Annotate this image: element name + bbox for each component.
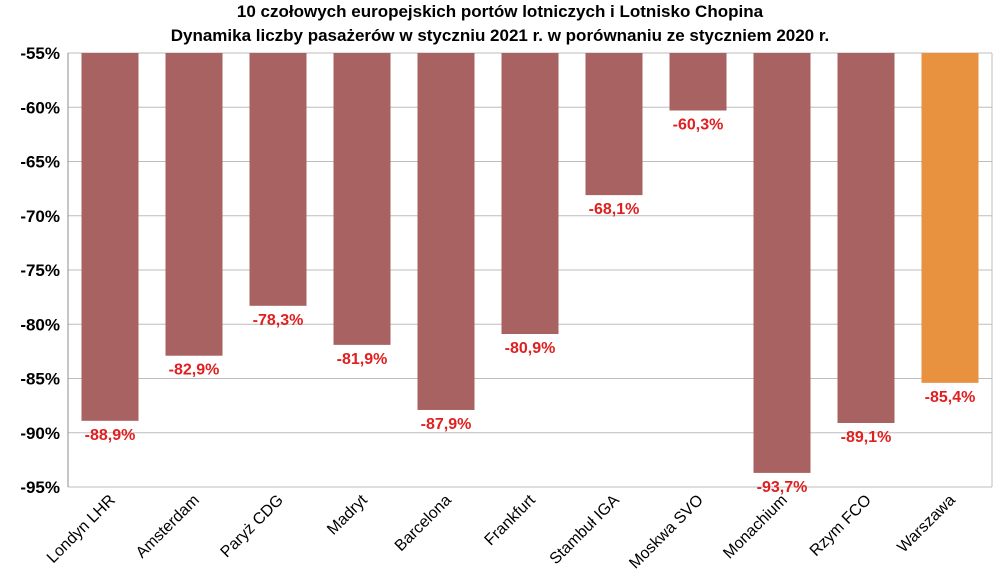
y-tick-label: -80%: [20, 315, 60, 334]
x-category-label: Barcelona: [392, 492, 455, 555]
data-label: -88,9%: [85, 427, 136, 444]
data-label: -81,9%: [337, 351, 388, 368]
bar: [165, 53, 223, 356]
bar: [753, 53, 811, 473]
data-label: -60,3%: [673, 117, 724, 134]
x-category-label: Frankfurt: [482, 491, 540, 549]
y-tick-label: -70%: [20, 207, 60, 226]
x-category-label: Madryt: [324, 491, 371, 538]
data-label: -78,3%: [253, 312, 304, 329]
x-category-label: Rzym FCO: [807, 492, 875, 560]
y-tick-label: -55%: [20, 44, 60, 63]
x-category-label: Amsterdam: [133, 492, 203, 562]
bar: [669, 53, 727, 111]
bar: [921, 53, 979, 383]
y-tick-label: -75%: [20, 261, 60, 280]
y-tick-label: -85%: [20, 370, 60, 389]
data-label: -82,9%: [169, 362, 220, 379]
y-tick-label: -95%: [20, 478, 60, 497]
data-label: -89,1%: [841, 429, 892, 446]
data-label: -80,9%: [505, 340, 556, 357]
data-label: -93,7%: [757, 479, 808, 496]
y-tick-label: -60%: [20, 98, 60, 117]
bar: [249, 53, 307, 306]
bar: [837, 53, 895, 423]
x-category-label: Monachium: [720, 492, 791, 563]
y-tick-label: -65%: [20, 153, 60, 172]
x-category-label: Moskwa SVO: [626, 492, 707, 573]
data-label: -68,1%: [589, 201, 640, 218]
bar: [417, 53, 475, 410]
bar: [501, 53, 559, 335]
x-category-label: Londyn LHR: [44, 492, 119, 567]
bar: [585, 53, 643, 196]
bar: [81, 53, 139, 421]
x-category-label: Stambuł IGA: [547, 492, 623, 568]
data-label: -85,4%: [925, 389, 976, 406]
y-tick-label: -90%: [20, 424, 60, 443]
bar: [333, 53, 391, 345]
chart-subtitle: Dynamika liczby pasażerów w styczniu 202…: [170, 26, 830, 45]
x-category-label: Warszawa: [894, 492, 958, 556]
x-category-label: Paryż CDG: [218, 492, 287, 561]
chart-title: 10 czołowych europejskich portów lotnicz…: [236, 2, 764, 21]
data-label: -87,9%: [421, 416, 472, 433]
